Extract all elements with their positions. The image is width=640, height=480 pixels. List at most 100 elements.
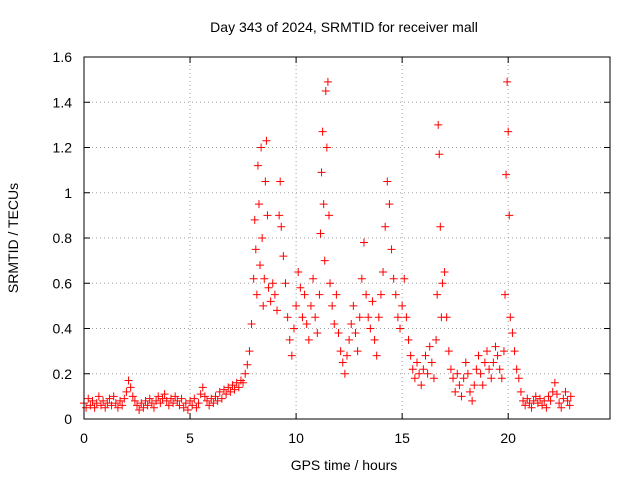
data-point: [283, 313, 292, 322]
data-point: [256, 261, 265, 270]
data-point: [472, 365, 481, 374]
data-point: [205, 401, 214, 410]
data-point: [485, 365, 494, 374]
data-point: [179, 403, 188, 412]
data-point: [289, 324, 298, 333]
data-point: [563, 396, 572, 405]
data-point: [548, 387, 557, 396]
data-point: [482, 347, 491, 356]
data-point: [124, 376, 133, 385]
data-point: [436, 222, 445, 231]
data-point: [264, 283, 273, 292]
data-point: [94, 392, 103, 401]
data-point: [501, 290, 510, 299]
data-point: [313, 329, 322, 338]
data-point: [429, 374, 438, 383]
data-point: [147, 399, 156, 408]
data-point: [393, 313, 402, 322]
y-tick-label: 0.4: [53, 321, 73, 337]
data-point: [113, 403, 122, 412]
data-point: [90, 403, 99, 412]
data-point: [219, 385, 228, 394]
data-point: [366, 324, 375, 333]
data-point: [544, 392, 553, 401]
data-point: [257, 143, 266, 152]
data-point: [425, 342, 434, 351]
data-point: [259, 301, 268, 310]
data-point: [476, 369, 485, 378]
data-point: [389, 274, 398, 283]
data-point: [324, 211, 333, 220]
data-point: [252, 290, 261, 299]
data-point: [141, 396, 150, 405]
data-point: [316, 229, 325, 238]
data-point: [88, 396, 97, 405]
data-point: [427, 358, 436, 367]
data-point: [368, 297, 377, 306]
y-tick-label: 0.6: [53, 275, 73, 291]
data-point: [374, 313, 383, 322]
data-point: [391, 290, 400, 299]
data-point: [320, 256, 329, 265]
data-point: [466, 387, 475, 396]
data-point: [463, 369, 472, 378]
data-point: [137, 399, 146, 408]
data-point: [296, 283, 305, 292]
data-point: [160, 390, 169, 399]
data-point: [387, 245, 396, 254]
data-point: [103, 399, 112, 408]
data-point: [319, 200, 328, 209]
data-point: [497, 374, 506, 383]
data-point: [245, 347, 254, 356]
data-point: [292, 301, 301, 310]
data-point: [109, 392, 118, 401]
data-point: [440, 267, 449, 276]
data-point: [565, 401, 574, 410]
data-point: [213, 396, 222, 405]
data-point: [559, 394, 568, 403]
data-point: [263, 211, 272, 220]
data-point: [166, 394, 175, 403]
x-tick-label: 15: [394, 430, 410, 446]
data-point: [495, 365, 504, 374]
data-point: [186, 396, 195, 405]
data-point: [315, 290, 324, 299]
data-point: [253, 161, 262, 170]
data-point: [527, 403, 536, 412]
y-tick-label: 0.8: [53, 230, 73, 246]
data-point: [516, 387, 525, 396]
data-point: [135, 405, 144, 414]
y-axis-label: SRMTID / TECUs: [5, 183, 21, 293]
data-point: [345, 335, 354, 344]
data-point: [364, 313, 373, 322]
data-point: [415, 369, 424, 378]
data-point: [519, 396, 528, 405]
data-point: [408, 365, 417, 374]
x-tick-label: 0: [80, 430, 88, 446]
data-point: [304, 335, 313, 344]
data-point: [139, 403, 148, 412]
data-point: [311, 313, 320, 322]
data-point: [351, 329, 360, 338]
data-point: [533, 399, 542, 408]
data-point: [279, 252, 288, 261]
data-point: [508, 329, 517, 338]
data-point: [309, 274, 318, 283]
data-point: [557, 403, 566, 412]
data-point: [164, 401, 173, 410]
data-point: [133, 401, 142, 410]
data-point: [322, 143, 331, 152]
data-point: [536, 394, 545, 403]
data-point: [190, 394, 199, 403]
data-point: [203, 396, 212, 405]
data-point: [503, 77, 512, 86]
data-point: [294, 267, 303, 276]
data-point: [122, 387, 131, 396]
data-point: [423, 369, 432, 378]
data-point: [270, 290, 279, 299]
data-point: [128, 392, 137, 401]
data-point: [181, 399, 190, 408]
data-point: [502, 170, 511, 179]
data-point: [410, 374, 419, 383]
